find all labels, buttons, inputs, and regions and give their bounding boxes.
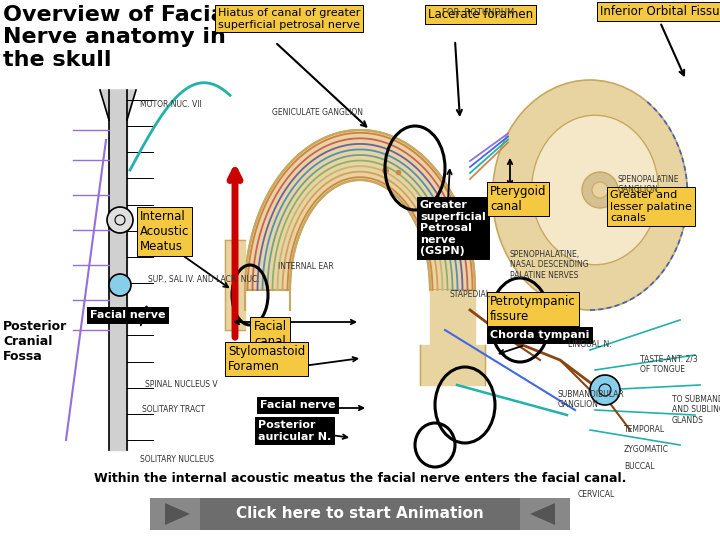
Text: Hiatus of canal of greater
superficial petrosal nerve: Hiatus of canal of greater superficial p…: [218, 8, 361, 30]
Text: ZYGOMATIC: ZYGOMATIC: [624, 445, 669, 454]
Ellipse shape: [492, 80, 688, 310]
Text: INTERNAL EAR: INTERNAL EAR: [278, 262, 334, 271]
Text: Click here to start Animation: Click here to start Animation: [236, 507, 484, 522]
Polygon shape: [245, 130, 475, 290]
Circle shape: [107, 207, 133, 233]
Text: Internal
Acoustic
Meatus: Internal Acoustic Meatus: [140, 210, 189, 253]
FancyBboxPatch shape: [200, 498, 520, 530]
Text: Greater and
lesser palatine
canals: Greater and lesser palatine canals: [610, 190, 692, 223]
Text: Facial nerve: Facial nerve: [260, 400, 336, 410]
Text: Facial
canal: Facial canal: [253, 320, 287, 348]
Text: Posterior
auricular N.: Posterior auricular N.: [258, 420, 331, 442]
Text: GENICULATE GANGLION: GENICULATE GANGLION: [272, 108, 363, 117]
Text: Petrotympanic
fissure: Petrotympanic fissure: [490, 295, 576, 323]
Text: TASTE-ANT. 2/3
OF TONGUE: TASTE-ANT. 2/3 OF TONGUE: [640, 355, 698, 374]
FancyBboxPatch shape: [150, 498, 200, 530]
Circle shape: [582, 172, 618, 208]
Circle shape: [109, 274, 131, 296]
Text: FOR. ROTUNDUM: FOR. ROTUNDUM: [442, 8, 514, 17]
Text: TEMPORAL: TEMPORAL: [624, 425, 665, 434]
Text: Chorda tympani: Chorda tympani: [490, 330, 590, 340]
Text: SPENOPALATINE
GANGLION: SPENOPALATINE GANGLION: [618, 175, 680, 194]
Text: SUBMANDIBULAR
GANGLION: SUBMANDIBULAR GANGLION: [558, 390, 625, 409]
Text: Facial nerve: Facial nerve: [90, 310, 166, 320]
Text: Within the internal acoustic meatus the facial nerve enters the facial canal.: Within the internal acoustic meatus the …: [94, 472, 626, 485]
Text: Posterior
Cranial
Fossa: Posterior Cranial Fossa: [3, 320, 67, 363]
Polygon shape: [530, 503, 555, 525]
Ellipse shape: [531, 115, 658, 265]
Text: SPINAL NUCLEUS V: SPINAL NUCLEUS V: [145, 380, 217, 389]
Text: SOLITARY TRACT: SOLITARY TRACT: [142, 405, 205, 414]
Polygon shape: [420, 345, 485, 385]
Text: SOLITARY NUCLEUS: SOLITARY NUCLEUS: [140, 455, 214, 464]
Text: CERVICAL: CERVICAL: [578, 490, 616, 499]
Circle shape: [592, 182, 608, 198]
Text: MOTOR NUC. VII: MOTOR NUC. VII: [140, 100, 202, 109]
Polygon shape: [100, 90, 136, 120]
Text: Lacerate foramen: Lacerate foramen: [428, 8, 533, 21]
Polygon shape: [430, 290, 475, 350]
Circle shape: [590, 375, 620, 405]
Text: Overview of Facial
Nerve anatomy in
the skull: Overview of Facial Nerve anatomy in the …: [3, 5, 233, 70]
Polygon shape: [165, 503, 190, 525]
Text: Inferior Orbital Fissure: Inferior Orbital Fissure: [600, 5, 720, 18]
Text: Pterygoid
canal: Pterygoid canal: [490, 185, 546, 213]
Text: LINGUAL N.: LINGUAL N.: [568, 340, 611, 349]
Text: BUCCAL: BUCCAL: [624, 462, 654, 471]
Polygon shape: [225, 240, 245, 330]
FancyBboxPatch shape: [520, 498, 570, 530]
Text: SPENOPHALATINE,
NASAL DESCENDING
PALATINE NERVES: SPENOPHALATINE, NASAL DESCENDING PALATIN…: [510, 250, 589, 280]
Text: Stylomastoid
Foramen: Stylomastoid Foramen: [228, 345, 305, 373]
Text: STAPEDIAL: STAPEDIAL: [450, 290, 491, 299]
Text: Greater
superficial
Petrosal
nerve
(GSPN): Greater superficial Petrosal nerve (GSPN…: [420, 200, 486, 256]
Text: TO SUBMANDIBULAR
AND SUBLINGUAL
GLANDS: TO SUBMANDIBULAR AND SUBLINGUAL GLANDS: [672, 395, 720, 425]
Text: SUP., SAL IV. AND LACR. NUC.: SUP., SAL IV. AND LACR. NUC.: [148, 275, 260, 284]
